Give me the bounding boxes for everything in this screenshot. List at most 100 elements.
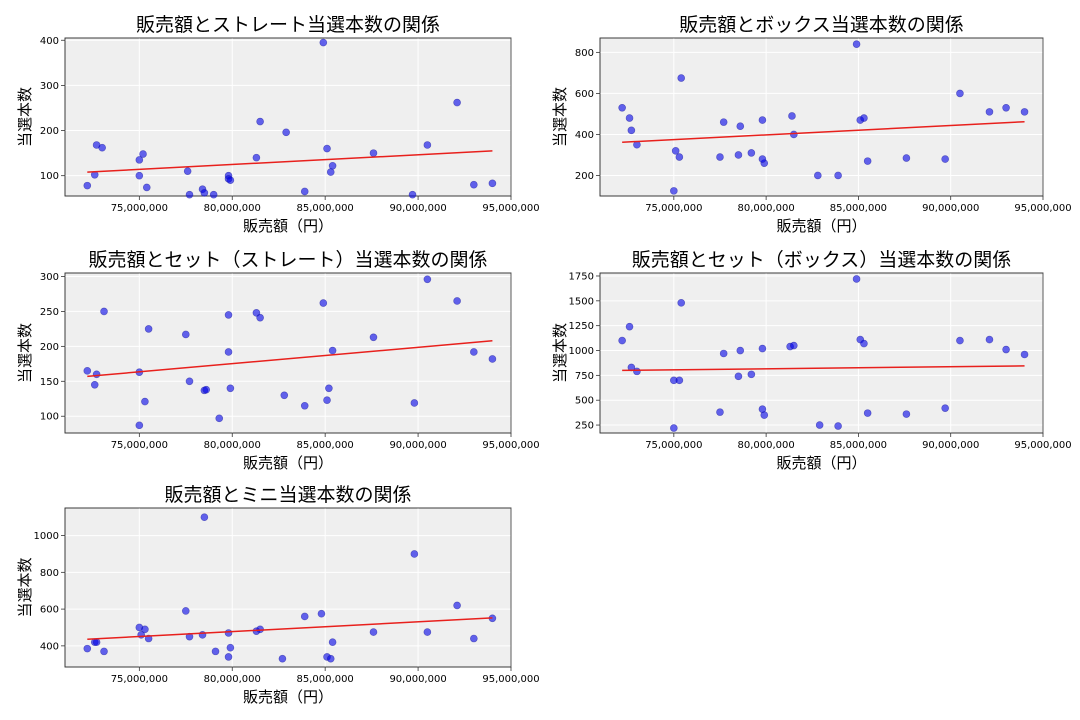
data-point bbox=[423, 628, 432, 636]
x-tick-label: 95,000,000 bbox=[482, 440, 539, 451]
data-point bbox=[252, 153, 261, 162]
data-point bbox=[453, 297, 461, 305]
data-point bbox=[211, 647, 220, 656]
data-point bbox=[142, 183, 151, 192]
x-tick-label: 85,000,000 bbox=[830, 203, 887, 214]
data-point bbox=[758, 405, 767, 413]
y-tick-label: 1000 bbox=[569, 346, 594, 357]
data-point bbox=[141, 625, 149, 634]
data-point bbox=[716, 408, 724, 416]
data-point bbox=[860, 114, 868, 122]
x-tick-label: 90,000,000 bbox=[389, 674, 446, 685]
y-tick-label: 200 bbox=[40, 126, 59, 137]
trend-line bbox=[87, 617, 493, 640]
y-tick-label: 400 bbox=[575, 130, 594, 141]
y-tick-label: 400 bbox=[40, 641, 59, 652]
data-point bbox=[185, 377, 194, 386]
x-tick-label: 90,000,000 bbox=[389, 440, 446, 451]
chart-panel-5: 75,000,000 80,000,000 85,000,000 90,000,000… bbox=[16, 484, 540, 706]
data-point bbox=[788, 112, 796, 120]
data-point bbox=[100, 307, 108, 316]
x-tick-label: 90,000,000 bbox=[922, 440, 979, 451]
y-tick-label: 1750 bbox=[569, 271, 594, 282]
data-point bbox=[675, 153, 684, 161]
data-point bbox=[815, 421, 824, 429]
data-point bbox=[200, 189, 209, 197]
data-point bbox=[280, 391, 289, 400]
data-point bbox=[677, 74, 686, 82]
data-point bbox=[834, 422, 842, 430]
data-point bbox=[860, 339, 868, 348]
data-point bbox=[326, 168, 335, 176]
x-tick-label: 95,000,000 bbox=[482, 203, 539, 214]
data-point bbox=[408, 190, 417, 199]
plot-frame bbox=[599, 37, 1044, 197]
data-point bbox=[181, 607, 190, 615]
data-point bbox=[470, 180, 478, 189]
y-tick-label: 150 bbox=[40, 377, 59, 388]
x-axis-label: 販売額（円） bbox=[243, 688, 333, 706]
chart-title: 販売額とセット（ストレート）当選本数の関係 bbox=[88, 249, 487, 271]
data-point bbox=[736, 346, 745, 355]
data-point bbox=[625, 114, 634, 122]
data-point bbox=[1020, 350, 1029, 359]
x-tick-label: 90,000,000 bbox=[389, 203, 446, 214]
plot-frame bbox=[64, 37, 512, 197]
y-tick-label: 100 bbox=[40, 171, 59, 182]
x-tick-label: 80,000,000 bbox=[737, 203, 794, 214]
data-point bbox=[902, 410, 911, 418]
data-point bbox=[814, 171, 822, 180]
data-point bbox=[488, 179, 497, 188]
y-tick-label: 1250 bbox=[569, 321, 594, 332]
x-tick-label: 75,000,000 bbox=[111, 440, 168, 451]
x-tick-label: 75,000,000 bbox=[111, 203, 168, 214]
plot-frame bbox=[64, 507, 512, 668]
data-point bbox=[92, 638, 101, 646]
data-point bbox=[224, 629, 233, 637]
chart-title: 販売額とセット（ボックス）当選本数の関係 bbox=[632, 249, 1011, 271]
plot-area bbox=[599, 272, 1044, 434]
data-point bbox=[618, 336, 626, 345]
data-point bbox=[852, 275, 861, 283]
data-point bbox=[319, 38, 328, 47]
chart-title: 販売額とストレート当選本数の関係 bbox=[136, 14, 440, 36]
x-tick-label: 85,000,000 bbox=[297, 203, 354, 214]
data-point bbox=[83, 367, 92, 375]
y-tick-label: 200 bbox=[575, 171, 594, 182]
data-point bbox=[135, 171, 144, 180]
y-tick-label: 300 bbox=[40, 272, 59, 283]
data-point bbox=[83, 181, 92, 190]
data-point bbox=[863, 409, 872, 417]
data-point bbox=[716, 153, 724, 161]
data-point bbox=[323, 144, 331, 153]
data-point bbox=[200, 513, 209, 521]
x-tick-label: 80,000,000 bbox=[204, 440, 261, 451]
data-point bbox=[453, 601, 461, 610]
y-tick-label: 250 bbox=[40, 307, 59, 318]
chart-panel-3: 75,000,000 80,000,000 85,000,000 90,000,000… bbox=[16, 249, 540, 472]
data-point bbox=[627, 126, 636, 135]
y-axis-label: 当選本数 bbox=[551, 87, 569, 147]
plot-area bbox=[599, 37, 1044, 197]
data-point bbox=[226, 176, 235, 184]
data-point bbox=[902, 154, 911, 162]
data-point bbox=[300, 187, 309, 196]
data-point bbox=[719, 349, 728, 358]
x-tick-label: 95,000,000 bbox=[1014, 440, 1071, 451]
trend-line bbox=[87, 340, 493, 378]
data-point bbox=[224, 348, 233, 356]
data-point bbox=[326, 654, 335, 663]
y-tick-label: 1500 bbox=[569, 296, 594, 307]
data-point bbox=[300, 401, 309, 410]
data-point bbox=[369, 333, 378, 342]
data-point bbox=[670, 424, 678, 432]
data-point bbox=[758, 155, 767, 163]
data-point bbox=[410, 550, 419, 558]
trend-line bbox=[622, 120, 1025, 143]
data-point bbox=[790, 130, 798, 139]
data-point bbox=[185, 190, 194, 199]
data-point bbox=[488, 355, 497, 363]
y-tick-label: 1000 bbox=[34, 531, 59, 542]
data-point bbox=[470, 348, 478, 356]
data-point bbox=[1002, 103, 1010, 112]
